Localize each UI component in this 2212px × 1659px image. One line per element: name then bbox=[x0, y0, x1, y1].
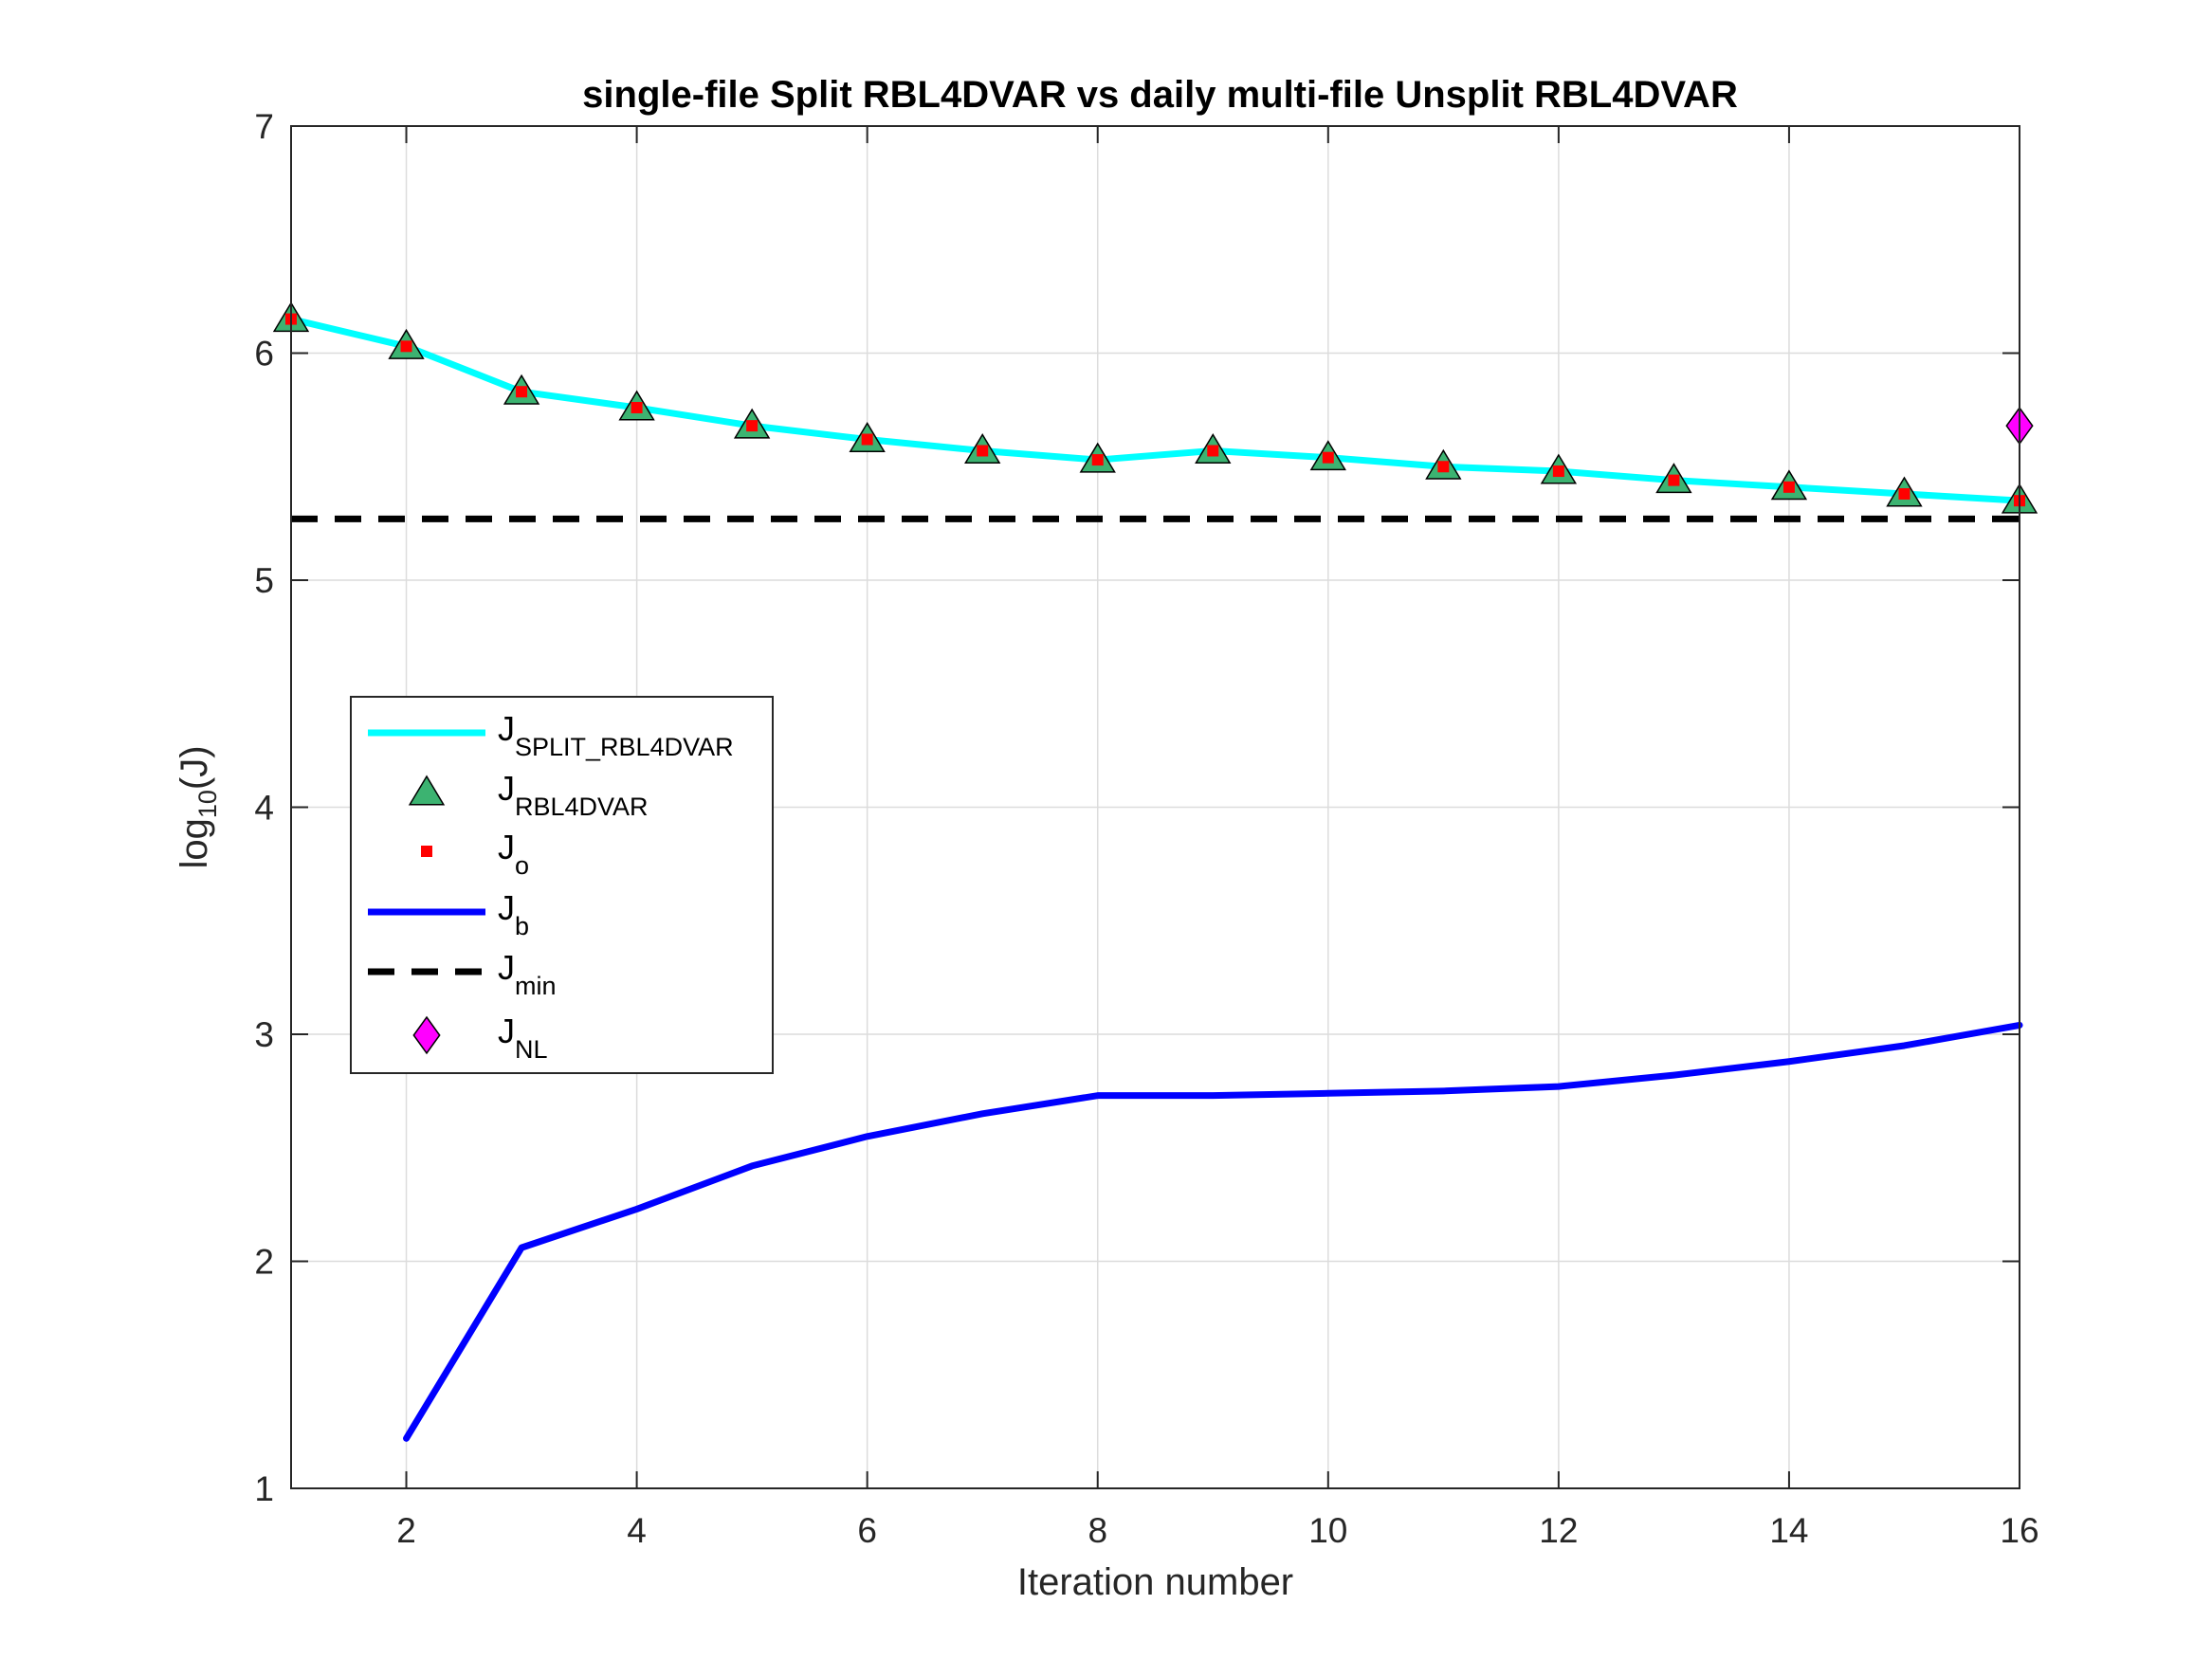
legend-label-base: J bbox=[498, 709, 515, 748]
y-tick-label: 5 bbox=[254, 561, 274, 600]
y-axis-label: log10(J) bbox=[174, 745, 222, 868]
series-layer bbox=[272, 301, 2038, 1442]
y-tick-label: 2 bbox=[254, 1243, 274, 1282]
data-point-square bbox=[400, 340, 412, 353]
legend-label-base: J bbox=[498, 948, 515, 987]
y-tick-label: 3 bbox=[254, 1015, 274, 1054]
x-tick-label: 10 bbox=[1308, 1511, 1347, 1550]
legend-label-subscript: RBL4DVAR bbox=[515, 793, 649, 821]
y-axis-label-tail: (J) bbox=[174, 745, 215, 790]
y-tick-label: 6 bbox=[254, 335, 274, 374]
legend-label-subscript: NL bbox=[515, 1035, 548, 1064]
y-tick-label: 4 bbox=[254, 789, 274, 828]
y-axis-label-base: log bbox=[174, 818, 215, 868]
data-point-square bbox=[746, 420, 759, 432]
data-point-square bbox=[1782, 481, 1795, 493]
y-tick-label: 1 bbox=[254, 1469, 274, 1508]
legend-label-base: J bbox=[498, 769, 515, 808]
legend-label: Jb bbox=[498, 888, 529, 940]
x-tick-label: 12 bbox=[1539, 1511, 1578, 1550]
x-axis-label: Iteration number bbox=[1017, 1561, 1293, 1603]
legend-swatch-diamond bbox=[412, 1015, 441, 1055]
legend-label-subscript: min bbox=[515, 972, 557, 1000]
legend-label: JSPLIT_RBL4DVAR bbox=[498, 709, 734, 761]
data-point-square bbox=[861, 433, 873, 446]
data-point-square bbox=[1091, 454, 1104, 466]
data-point-square bbox=[1437, 461, 1450, 473]
legend-label: Jo bbox=[498, 828, 529, 880]
legend-swatch-square bbox=[421, 846, 432, 857]
legend-swatch-triangle bbox=[408, 775, 446, 806]
series-line-b bbox=[403, 1021, 2023, 1442]
data-point-square bbox=[1552, 465, 1564, 478]
data-point-square bbox=[1668, 474, 1680, 486]
legend-label-base: J bbox=[498, 888, 515, 927]
y-axis-label-subscript: 10 bbox=[193, 790, 222, 818]
legend-label: JNL bbox=[498, 1012, 548, 1064]
legend-label-subscript: b bbox=[515, 912, 529, 940]
legend-label-subscript: o bbox=[515, 851, 529, 880]
legend-label-base: J bbox=[498, 1012, 515, 1050]
legend-label-subscript: SPLIT_RBL4DVAR bbox=[515, 733, 734, 761]
chart-title: single-file Split RBL4DVAR vs daily mult… bbox=[582, 74, 1738, 116]
x-tick-label: 8 bbox=[1088, 1511, 1107, 1550]
legend-box bbox=[350, 696, 774, 1074]
x-tick-label: 14 bbox=[1769, 1511, 1808, 1550]
data-point-square bbox=[1207, 445, 1219, 457]
data-point-square bbox=[1322, 451, 1334, 464]
data-point-square bbox=[1898, 487, 1910, 500]
x-tick-label: 2 bbox=[396, 1511, 416, 1550]
x-tick-label: 16 bbox=[2000, 1511, 2038, 1550]
legend-label: Jmin bbox=[498, 948, 557, 1000]
y-tick-label: 7 bbox=[254, 107, 274, 146]
x-tick-label: 4 bbox=[627, 1511, 647, 1550]
data-point-square bbox=[631, 401, 643, 413]
x-tick-label: 6 bbox=[857, 1511, 877, 1550]
data-point-square bbox=[977, 445, 989, 457]
data-point-square bbox=[516, 386, 528, 398]
legend-label-base: J bbox=[498, 828, 515, 866]
legend-label: JRBL4DVAR bbox=[498, 769, 649, 821]
series-line-split-rbl4dvar bbox=[287, 316, 2023, 504]
